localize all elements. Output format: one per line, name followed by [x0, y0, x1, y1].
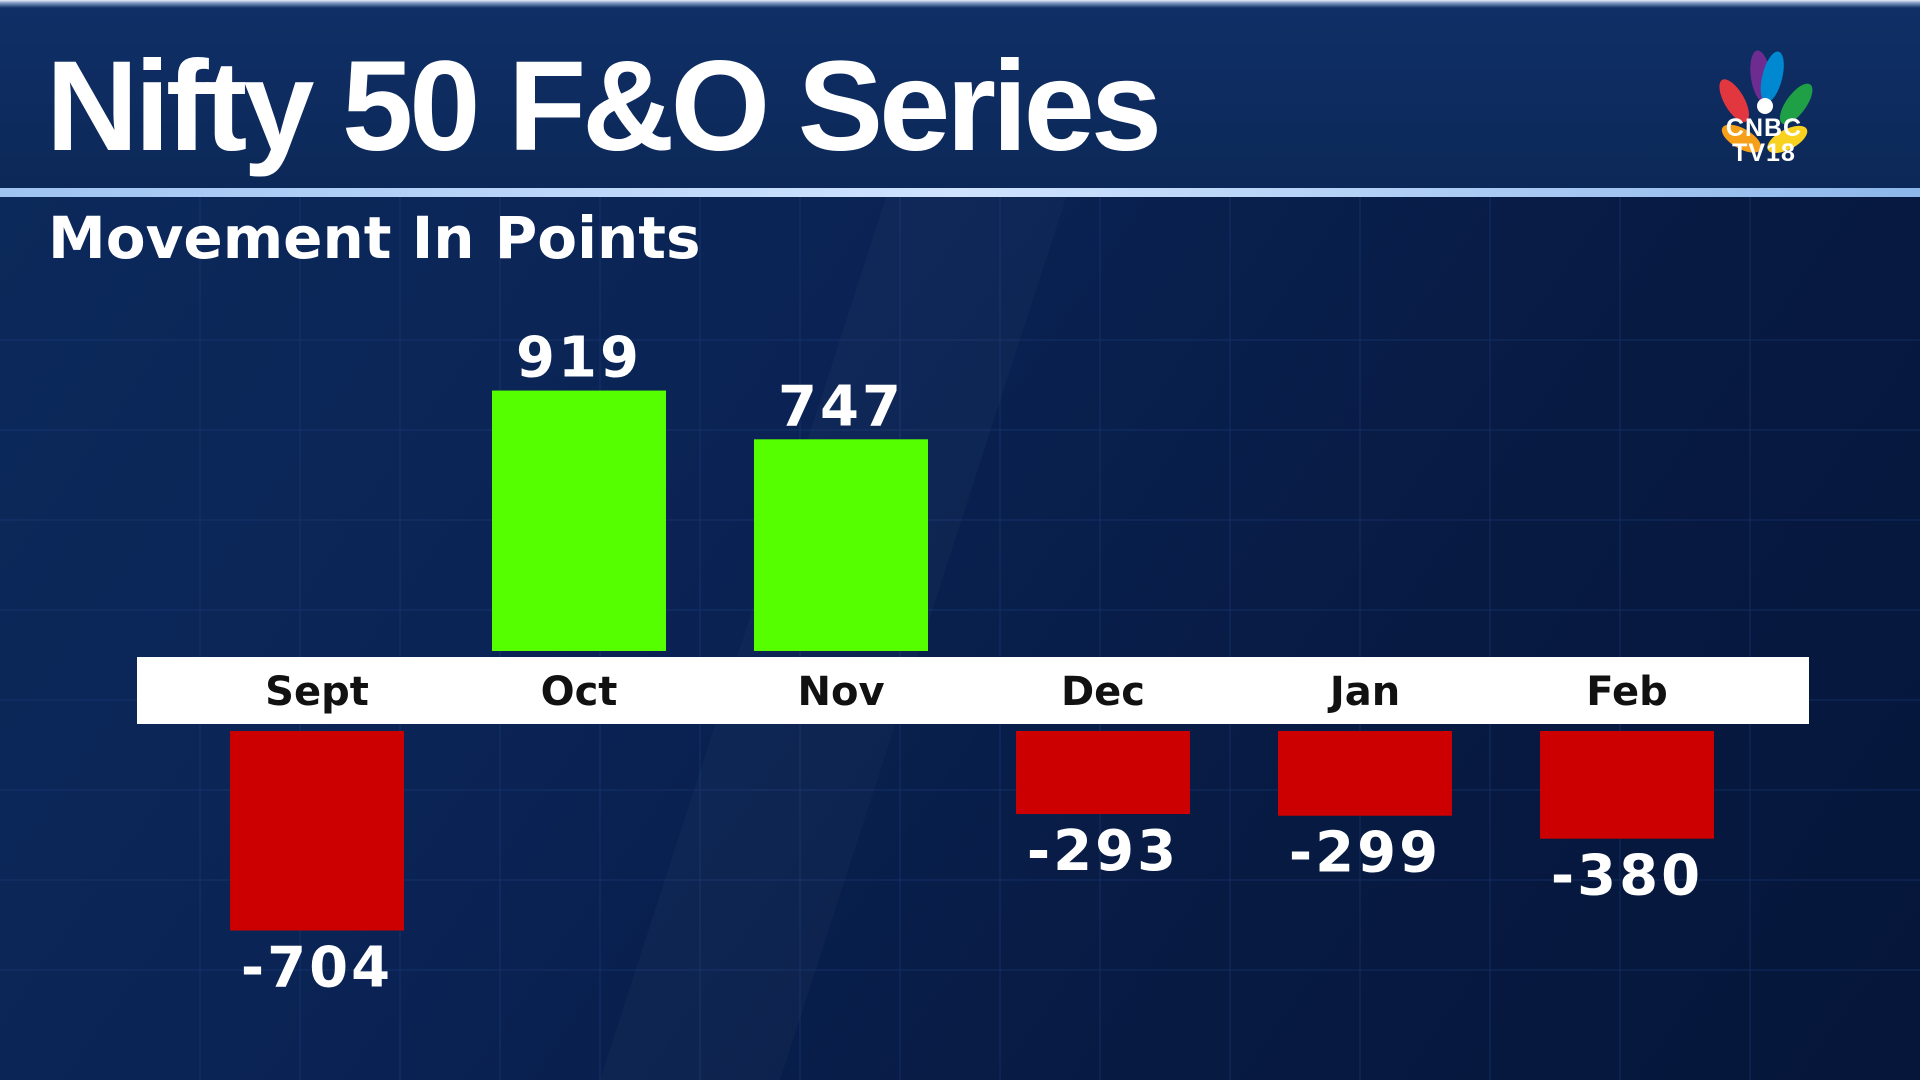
category-label-jan: Jan — [1327, 669, 1400, 715]
logo-line-1: CNBC — [1725, 114, 1803, 142]
title-underline — [0, 188, 1920, 197]
category-label-nov: Nov — [797, 669, 884, 715]
value-label-jan: -299 — [1289, 821, 1441, 886]
chart-title: Nifty 50 F&O Series — [46, 35, 1162, 178]
value-label-dec: -293 — [1027, 819, 1179, 884]
category-label-feb: Feb — [1586, 669, 1667, 715]
value-label-sept: -704 — [241, 936, 393, 1001]
category-label-dec: Dec — [1061, 669, 1145, 715]
value-label-feb: -380 — [1551, 844, 1703, 909]
category-axis-band — [137, 657, 1809, 724]
bar-nov — [754, 439, 928, 651]
title-bar — [0, 0, 1920, 192]
category-label-oct: Oct — [541, 669, 618, 715]
value-label-oct: 919 — [516, 326, 642, 391]
bar-oct — [492, 390, 666, 651]
bar-dec — [1016, 731, 1190, 815]
chart-subtitle: Movement In Points — [48, 204, 701, 272]
bar-feb — [1540, 731, 1714, 839]
value-label-nov: 747 — [778, 374, 904, 439]
bar-jan — [1278, 731, 1452, 816]
peacock-icon — [1719, 50, 1813, 154]
logo-line-2: TV18 — [1732, 139, 1796, 167]
category-label-sept: Sept — [265, 669, 369, 715]
bar-sept — [230, 731, 404, 931]
channel-logo: CNBC TV18 — [1694, 116, 1834, 166]
